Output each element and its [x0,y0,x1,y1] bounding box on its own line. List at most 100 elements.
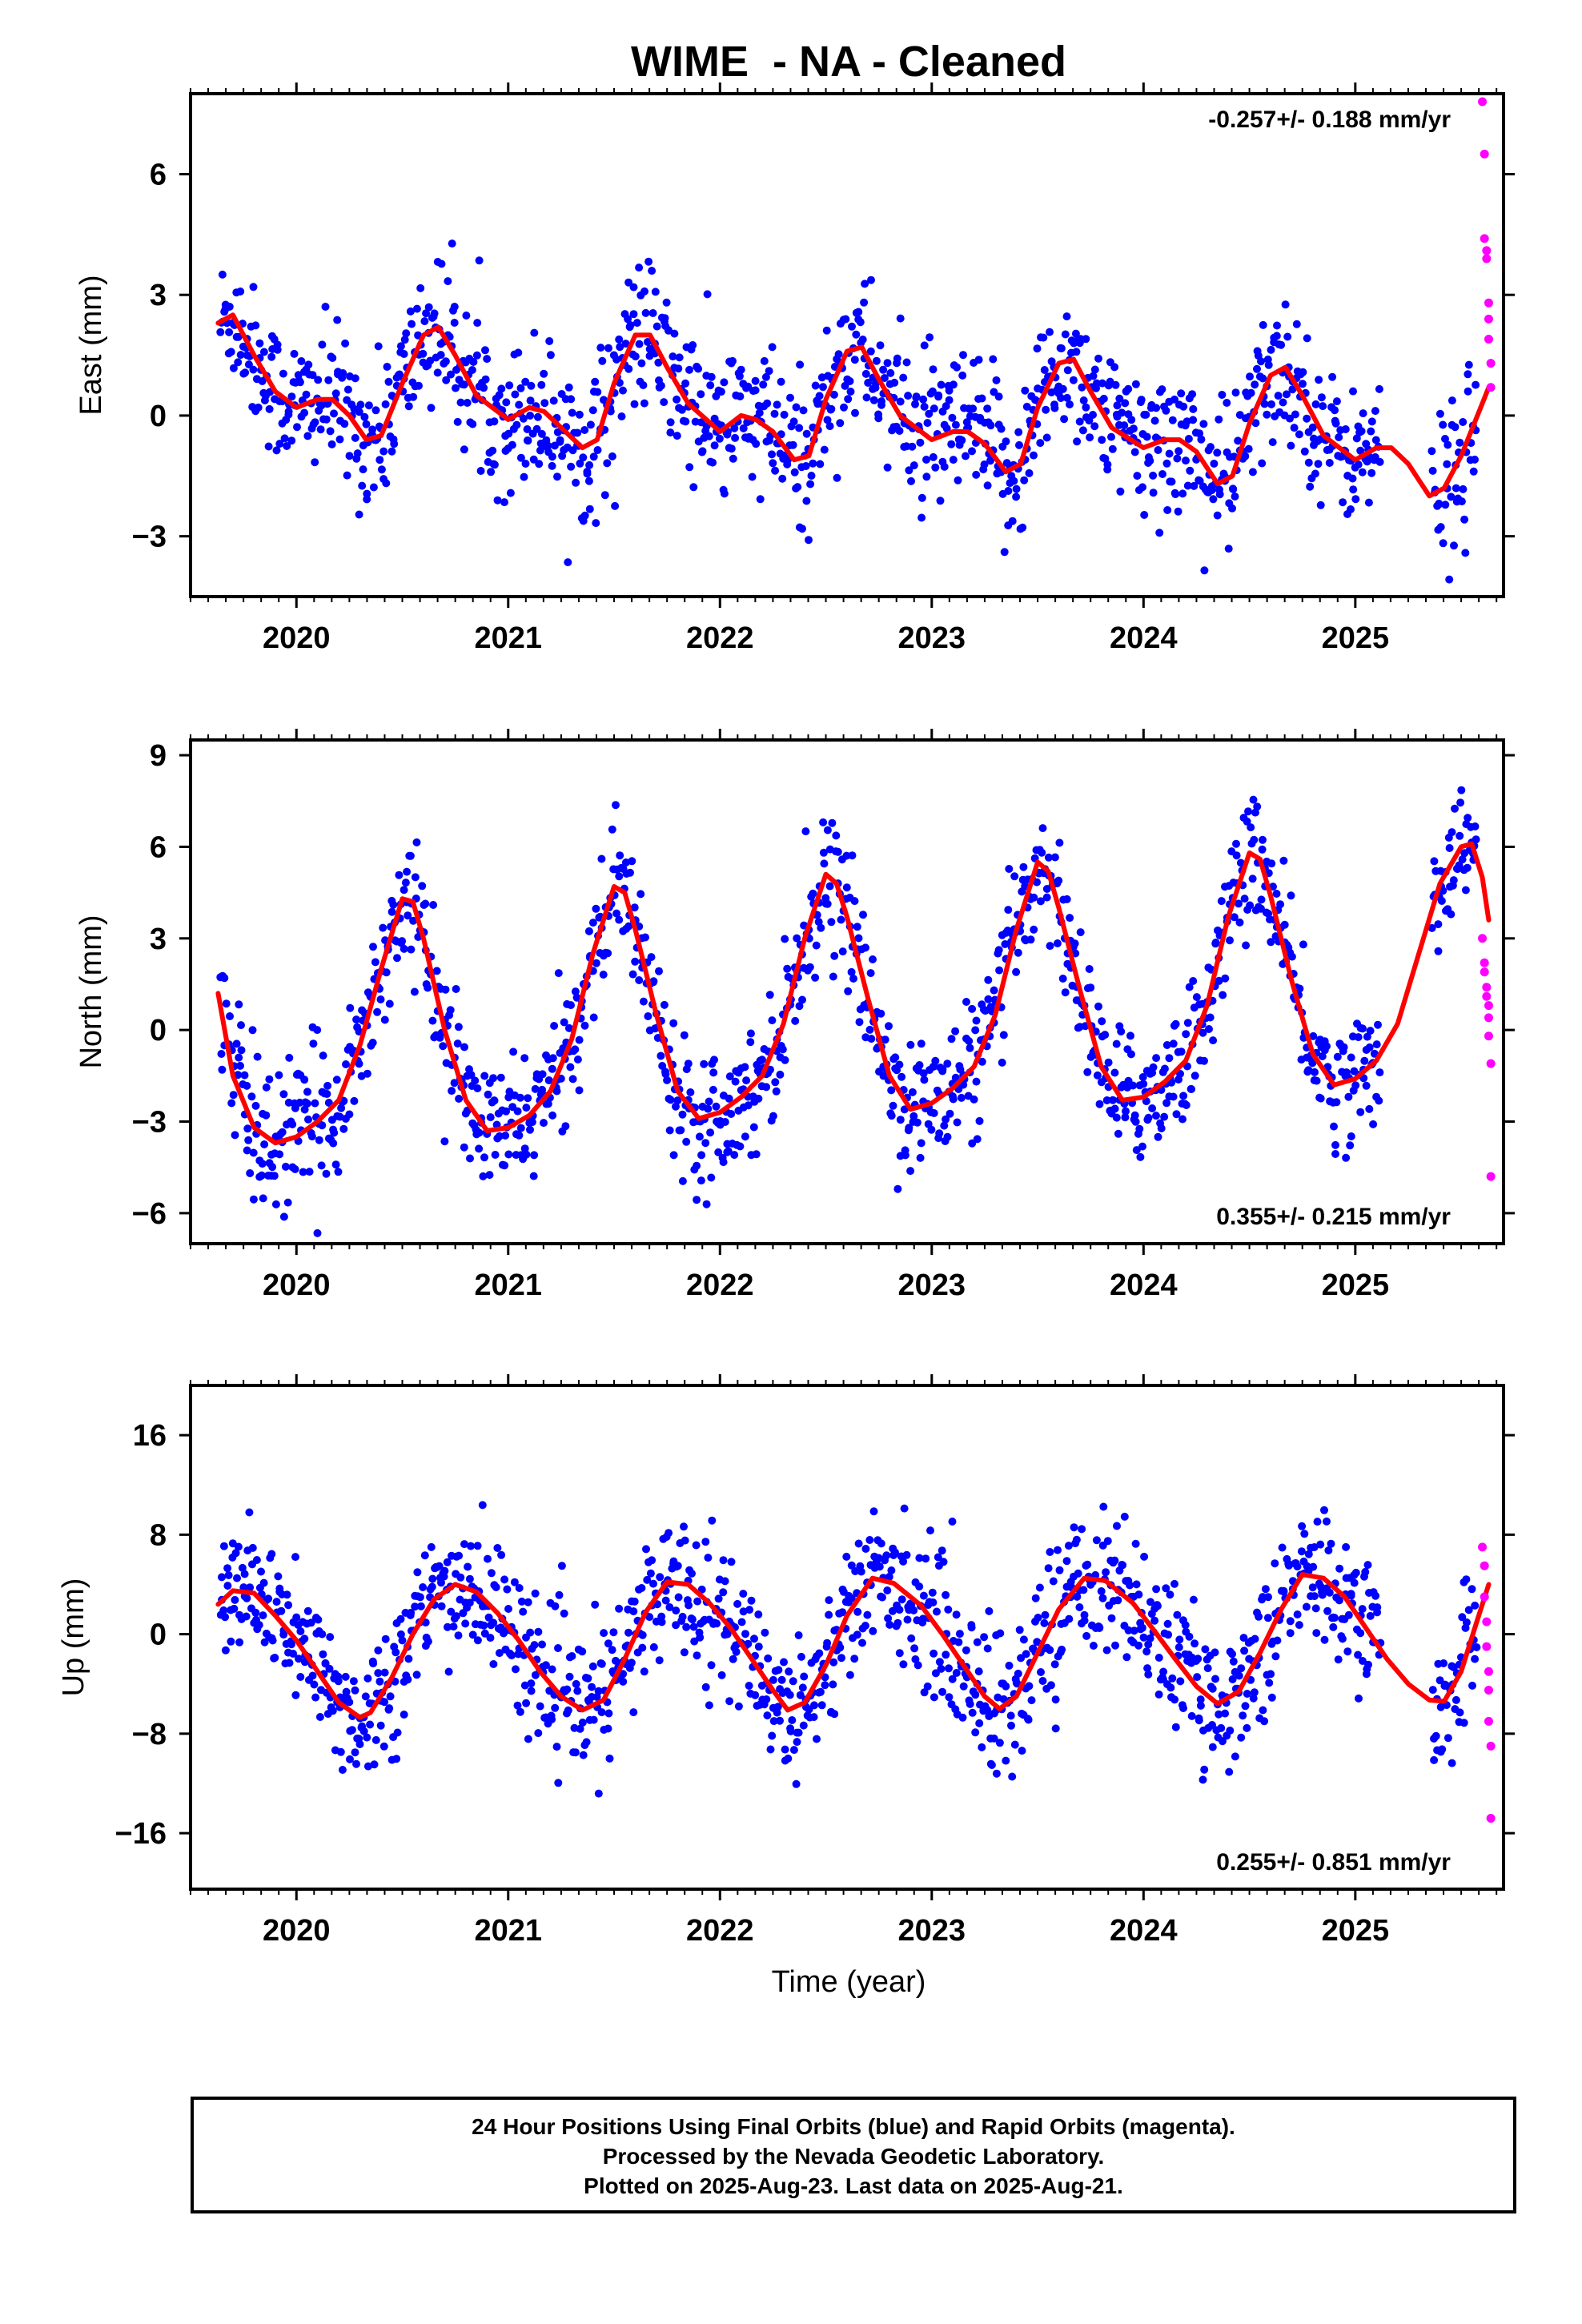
up-final-point [1342,1542,1351,1551]
up-final-point [526,1628,535,1637]
east-final-point [1020,476,1029,485]
north-final-point [981,1007,990,1015]
north-final-point [1136,1152,1145,1161]
up-final-point [1089,1642,1098,1650]
east-final-point [710,441,719,450]
up-final-point [291,1691,300,1699]
east-final-point [983,481,992,490]
east-final-point [909,461,918,470]
east-final-point [463,399,472,407]
up-final-point [689,1622,698,1631]
east-final-point [1014,428,1023,436]
up-final-point [926,1526,934,1535]
up-final-point [929,1598,938,1606]
east-final-point [227,348,235,356]
up-final-point [821,1681,829,1690]
east-final-point [1427,447,1436,456]
east-final-point [524,436,532,445]
north-final-point [1176,1069,1184,1078]
east-final-point [880,374,889,382]
east-final-point [917,493,926,502]
east-final-point [564,383,573,392]
up-final-point [516,1707,524,1716]
east-final-point [1364,498,1373,507]
up-final-point [656,1573,665,1582]
up-final-point [589,1715,598,1724]
north-final-point [538,1070,547,1079]
up-final-point [642,1545,650,1554]
east-final-point [1263,410,1271,419]
east-final-point [452,384,460,392]
up-final-point [1320,1506,1328,1514]
up-final-point [534,1627,543,1636]
north-final-point [1447,910,1456,919]
north-final-point [248,1026,257,1035]
north-final-point [736,1142,745,1151]
up-final-point [371,1735,380,1744]
up-final-point [1259,1706,1267,1715]
up-final-point [454,1631,463,1640]
east-final-point [660,398,669,407]
north-final-point [1312,1076,1321,1085]
north-final-point [1365,1104,1374,1113]
north-final-point [1042,893,1051,902]
up-final-point [1007,1721,1015,1730]
east-final-point [424,303,433,312]
north-final-point [701,1139,710,1148]
east-xtick-label-2023: 2023 [898,621,966,655]
north-final-point [658,1062,667,1070]
up-final-point [1327,1539,1335,1548]
up-final-point [741,1630,749,1638]
up-final-point [283,1590,291,1599]
up-final-point [678,1612,687,1621]
north-final-point [1160,1112,1169,1121]
north-final-point [1033,878,1041,887]
north-rapid-point [1484,1013,1493,1023]
east-final-point [664,326,673,335]
up-final-point [1095,1623,1104,1632]
north-final-point [1232,851,1241,860]
up-final-point [776,1716,784,1725]
up-final-point [990,1734,998,1743]
east-final-point [1010,476,1018,485]
east-final-point [854,308,863,316]
north-final-point [1149,1063,1158,1072]
north-final-point [1110,1068,1119,1077]
up-final-point [240,1570,249,1578]
up-final-point [737,1618,746,1626]
up-final-point [995,1739,1004,1747]
east-ytick-label: 3 [150,279,167,312]
north-final-point [1183,1019,1192,1027]
up-final-point [773,1703,782,1711]
east-final-point [272,446,281,455]
up-final-point [538,1640,546,1649]
up-final-point [1267,1670,1275,1679]
east-final-point [548,452,556,461]
east-final-point [1317,393,1326,402]
up-final-point [865,1536,874,1544]
up-final-point [915,1582,924,1591]
up-final-point [734,1702,743,1711]
up-final-point [798,1683,807,1692]
east-final-point [533,412,542,421]
north-final-point [1279,856,1288,865]
east-final-point [1315,376,1323,384]
east-final-point [860,298,869,307]
up-final-point [235,1638,244,1647]
east-final-point [364,401,373,410]
up-final-point [1174,1643,1183,1651]
north-final-point [331,1160,340,1169]
up-final-point [484,1554,492,1563]
east-final-point [962,452,970,460]
north-final-point [227,1099,236,1108]
east-final-point [936,497,945,505]
up-final-point [948,1518,957,1526]
east-final-point [1273,321,1281,330]
up-final-point [1309,1562,1318,1571]
up-final-point [850,1655,859,1663]
east-final-point [1291,410,1299,419]
east-final-point [1207,486,1216,495]
east-final-point [526,412,535,420]
north-final-point [429,901,438,909]
up-final-point [674,1593,683,1602]
